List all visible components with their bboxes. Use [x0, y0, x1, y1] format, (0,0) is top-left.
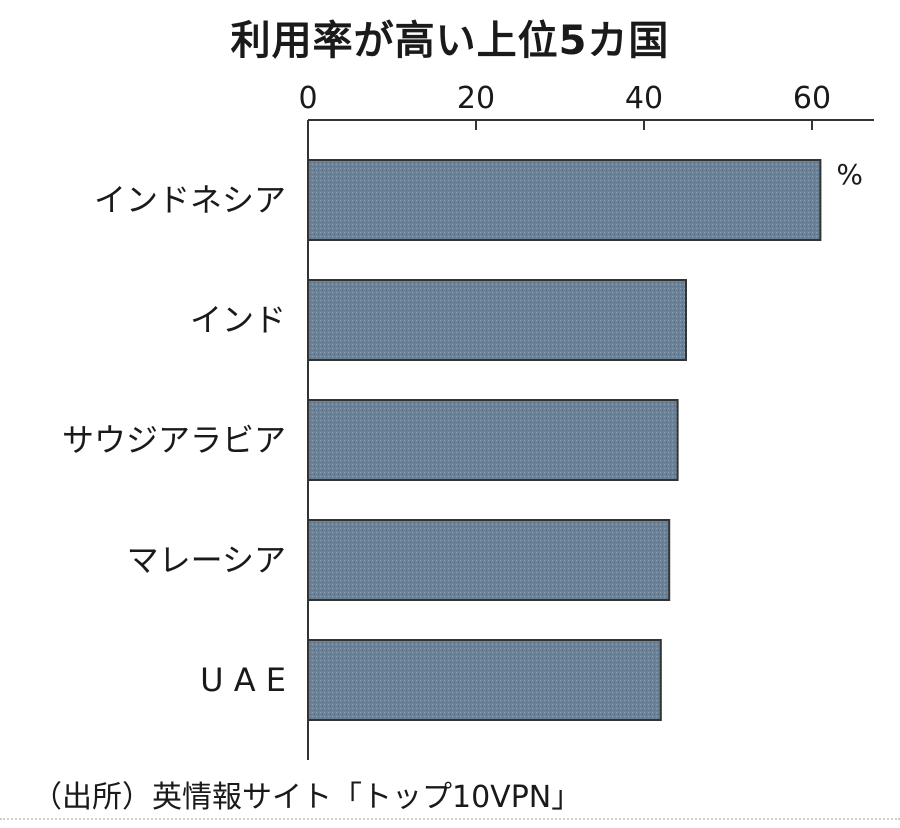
category-label: U A E — [200, 661, 286, 699]
category-label: サウジアラビア — [62, 421, 286, 459]
bar — [307, 639, 662, 721]
bar — [307, 159, 822, 241]
category-label: マレーシア — [127, 541, 286, 579]
bars — [307, 159, 822, 721]
chart-title: 利用率が高い上位5カ国 — [230, 18, 670, 64]
x-tick-label: 40 — [625, 81, 663, 116]
bottom-divider — [0, 818, 900, 820]
bar — [307, 279, 687, 361]
category-label: インドネシア — [94, 181, 286, 219]
x-tick-label: 60 — [793, 81, 831, 116]
x-tick-label: 20 — [457, 81, 495, 116]
source-note: （出所）英情報サイト「トップ10VPN」 — [32, 780, 582, 815]
unit-label: % — [836, 158, 863, 191]
bar — [307, 399, 679, 481]
category-label: インド — [190, 301, 286, 339]
x-tick-label: 0 — [298, 81, 317, 116]
bar — [307, 519, 671, 601]
